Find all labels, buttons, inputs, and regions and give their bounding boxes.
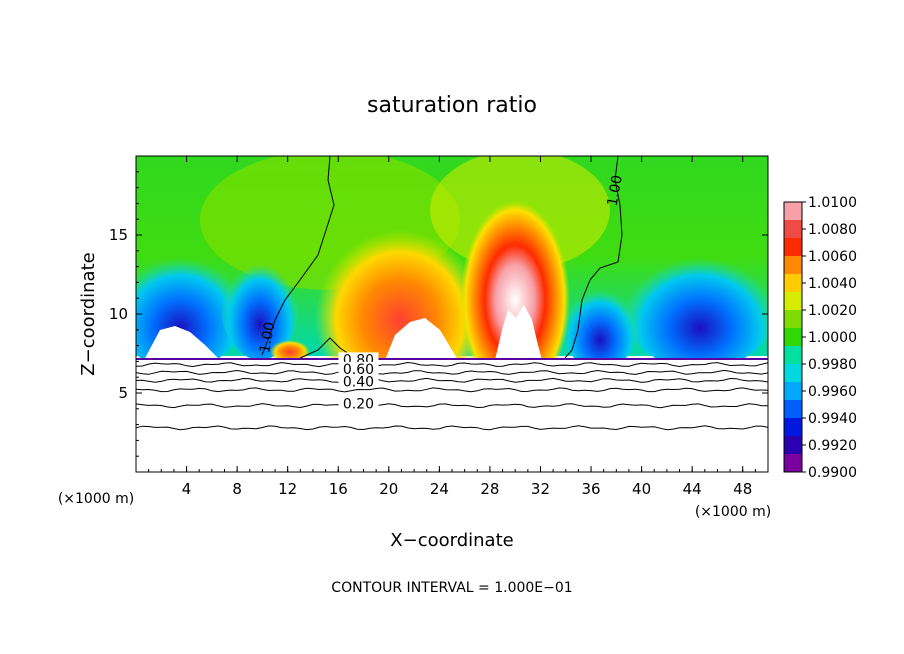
colorbar-swatch bbox=[784, 364, 802, 383]
contour-label-bg bbox=[338, 361, 379, 375]
x-unit-left: (×1000 m) bbox=[58, 491, 134, 507]
colorbar-swatch bbox=[784, 220, 802, 239]
colorbar-swatch bbox=[784, 274, 802, 293]
contour-label-bg bbox=[338, 396, 379, 410]
x-axis-ticks: 4 8 12 16 20 24 28 32 36 40 44 48 bbox=[148, 156, 756, 498]
colorbar-swatch bbox=[784, 382, 802, 401]
contour-label: 0.40 bbox=[343, 375, 374, 391]
colorbar-label: 1.0040 bbox=[808, 276, 857, 292]
colorbar-label: 1.0000 bbox=[808, 330, 857, 346]
colorbar-swatch bbox=[784, 346, 802, 365]
contour-label: 0.20 bbox=[343, 397, 374, 413]
y-axis-label: Z−coordinate bbox=[78, 252, 99, 375]
contour-label: 1.00 bbox=[605, 174, 626, 207]
x-tick-label: 44 bbox=[683, 480, 702, 498]
colorbar-label: 1.0020 bbox=[808, 303, 857, 319]
contour-interval-note: CONTOUR INTERVAL = 1.000E−01 bbox=[331, 580, 572, 596]
x-tick-label: 24 bbox=[430, 480, 449, 498]
colorbar-label: 0.9960 bbox=[808, 384, 857, 400]
contour-label: 1.00 bbox=[257, 321, 278, 354]
colorbar-swatch bbox=[784, 310, 802, 329]
contour-line bbox=[135, 361, 769, 368]
colorbar-swatch bbox=[784, 436, 802, 455]
contour-lines bbox=[261, 156, 623, 359]
colorbar-label: 0.9920 bbox=[808, 438, 857, 454]
y-tick-label: 5 bbox=[118, 384, 128, 402]
colorbar-label: 1.0100 bbox=[808, 195, 857, 211]
colorbar-swatch bbox=[784, 292, 802, 311]
x-tick-label: 16 bbox=[329, 480, 348, 498]
x-tick-label: 32 bbox=[531, 480, 550, 498]
contour-label: 0.60 bbox=[343, 362, 374, 378]
y-axis-ticks: 5 10 15 bbox=[109, 171, 768, 457]
x-tick-label: 8 bbox=[232, 480, 242, 498]
chart-title: saturation ratio bbox=[367, 93, 537, 118]
y-tick-label: 10 bbox=[109, 305, 128, 323]
x-tick-label: 36 bbox=[581, 480, 600, 498]
colorbar-label: 1.0080 bbox=[808, 222, 857, 238]
x-tick-label: 28 bbox=[480, 480, 499, 498]
contour-labels: 1.001.000.800.600.400.20 bbox=[257, 174, 626, 413]
colorbar-label: 0.9980 bbox=[808, 357, 857, 373]
contour-line bbox=[135, 425, 769, 431]
x-tick-label: 20 bbox=[379, 480, 398, 498]
colorbar-swatch bbox=[784, 454, 802, 473]
y-tick-label: 15 bbox=[109, 226, 128, 244]
contour-line bbox=[135, 377, 769, 383]
colorbar-swatch bbox=[784, 202, 802, 221]
colorbar-swatch bbox=[784, 238, 802, 257]
colorbar-label: 0.9940 bbox=[808, 411, 857, 427]
contour-label-bg bbox=[338, 374, 379, 388]
lower-contour-lines bbox=[135, 361, 769, 431]
x-tick-label: 12 bbox=[278, 480, 297, 498]
colorbar-label: 1.0060 bbox=[808, 249, 857, 265]
contour-line bbox=[135, 387, 769, 393]
colorbar-swatch bbox=[784, 418, 802, 437]
contour-line bbox=[135, 369, 769, 375]
colorbar-label: 0.9900 bbox=[808, 465, 857, 481]
colorbar-swatch bbox=[784, 328, 802, 347]
x-tick-label: 48 bbox=[733, 480, 752, 498]
colorbar: 1.0100 1.0080 1.0060 1.0040 1.0020 1.0000 0.99… bbox=[783, 195, 857, 481]
x-unit-right: (×1000 m) bbox=[695, 504, 771, 520]
x-tick-label: 4 bbox=[182, 480, 192, 498]
colorbar-swatch bbox=[784, 400, 802, 419]
x-axis-label: X−coordinate bbox=[390, 530, 513, 551]
x-tick-label: 40 bbox=[632, 480, 651, 498]
saturation-field bbox=[136, 156, 768, 472]
contour-line bbox=[135, 403, 768, 409]
colorbar-swatch bbox=[784, 256, 802, 275]
